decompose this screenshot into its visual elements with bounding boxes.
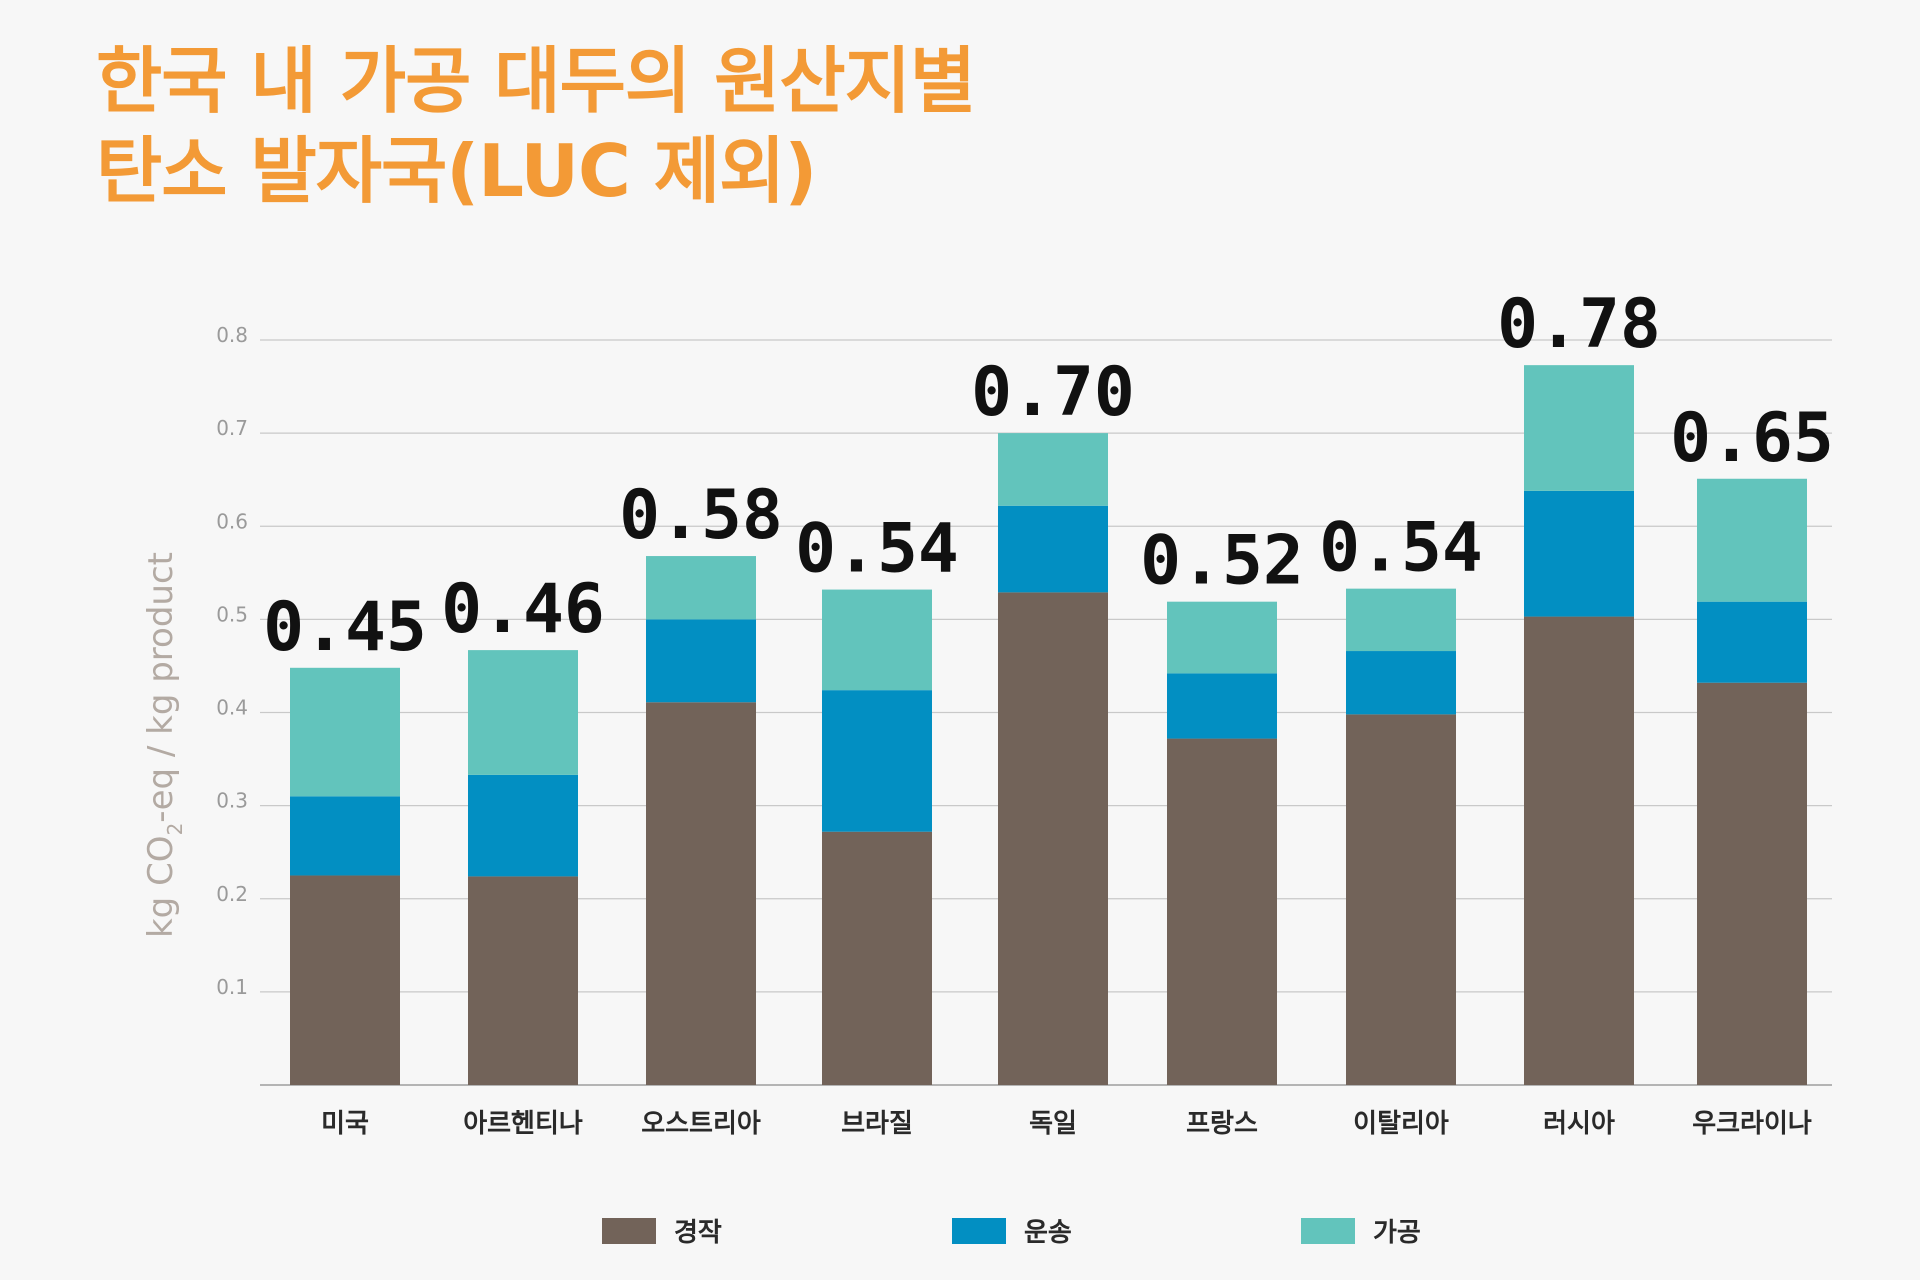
chart-title-line-2: 탄소 발자국(LUC 제외) bbox=[96, 129, 817, 213]
y-axis-label: kg CO2-eq / kg product bbox=[141, 552, 187, 938]
x-tick-label: 브라질 bbox=[841, 1109, 913, 1139]
x-tick-label: 프랑스 bbox=[1186, 1109, 1258, 1139]
x-tick-label: 이탈리아 bbox=[1353, 1109, 1449, 1139]
legend-label: 가공 bbox=[1373, 1218, 1421, 1248]
total-label: 0.52 bbox=[1140, 522, 1304, 601]
legend-item: 운송 bbox=[952, 1212, 1072, 1249]
legend-swatch bbox=[1301, 1217, 1355, 1244]
x-tick-label: 미국 bbox=[321, 1109, 369, 1139]
y-tick-label: 0.1 bbox=[216, 975, 248, 999]
x-tick-label: 독일 bbox=[1029, 1109, 1077, 1139]
bar-segment bbox=[1346, 714, 1456, 1085]
bar-stack bbox=[468, 650, 578, 1085]
legend-swatch bbox=[952, 1217, 1006, 1244]
legend-swatch bbox=[602, 1217, 656, 1244]
y-tick-label: 0.5 bbox=[216, 602, 248, 626]
bar-segment bbox=[646, 556, 756, 620]
bar-segment bbox=[1346, 588, 1456, 652]
bar-segment bbox=[646, 702, 756, 1085]
legend: 경작 운송 가공 bbox=[0, 1212, 1920, 1248]
bar-stack bbox=[290, 667, 400, 1085]
total-label: 0.54 bbox=[795, 510, 959, 589]
bar-segment bbox=[1524, 365, 1634, 491]
y-tick-label: 0.3 bbox=[216, 789, 248, 813]
bar-segment bbox=[646, 619, 756, 703]
y-tick-label: 0.7 bbox=[216, 416, 248, 440]
bar-segment bbox=[1167, 738, 1277, 1085]
total-label: 0.46 bbox=[441, 570, 605, 649]
bar-stack bbox=[1167, 601, 1277, 1085]
bar-stack bbox=[822, 589, 932, 1085]
bar-segment bbox=[1524, 490, 1634, 617]
bar-segment bbox=[822, 831, 932, 1085]
y-axis-ticks: 0.1 0.2 0.3 0.4 0.5 0.6 0.7 0.8 bbox=[216, 323, 248, 999]
total-label: 0.78 bbox=[1497, 285, 1661, 364]
x-tick-label: 아르헨티나 bbox=[463, 1109, 583, 1139]
bar-stack bbox=[1346, 588, 1456, 1085]
bar-segment bbox=[1697, 478, 1807, 602]
bar-segment bbox=[1346, 651, 1456, 715]
legend-item: 가공 bbox=[1301, 1212, 1421, 1249]
chart-title-line-1: 한국 내 가공 대두의 원산지별 bbox=[96, 39, 976, 123]
x-tick-label: 러시아 bbox=[1543, 1109, 1615, 1139]
bar-segment bbox=[1697, 682, 1807, 1085]
total-label: 0.45 bbox=[263, 588, 427, 667]
total-labels: 0.45 0.460.58 0.540.700.52 0.540.780.65 bbox=[263, 285, 1834, 667]
bar-stack bbox=[646, 556, 756, 1085]
legend-label: 운송 bbox=[1024, 1218, 1072, 1248]
legend-label: 경작 bbox=[674, 1218, 722, 1248]
total-label: 0.70 bbox=[971, 353, 1135, 432]
x-axis-labels: 미국 아르헨티나 오스트리아 브라질 독일 프랑스 이탈리아 러시아 우크라이나 bbox=[321, 1109, 1812, 1139]
bar-stack bbox=[1697, 478, 1807, 1085]
bar-segment bbox=[468, 774, 578, 877]
y-tick-label: 0.4 bbox=[216, 696, 248, 720]
bar-segment bbox=[1167, 601, 1277, 674]
x-tick-label: 오스트리아 bbox=[641, 1109, 761, 1139]
bar-segment bbox=[290, 796, 400, 876]
chart-title: 한국 내 가공 대두의 원산지별 탄소 발자국(LUC 제외) bbox=[96, 36, 976, 216]
bars bbox=[290, 365, 1807, 1085]
bar-segment bbox=[998, 433, 1108, 506]
bar-segment bbox=[468, 650, 578, 775]
bar-segment bbox=[1697, 601, 1807, 683]
total-label: 0.58 bbox=[619, 476, 783, 555]
bar-stack bbox=[1524, 365, 1634, 1085]
total-label: 0.54 bbox=[1319, 509, 1483, 588]
y-tick-label: 0.6 bbox=[216, 509, 248, 533]
bar-stack bbox=[998, 433, 1108, 1085]
x-tick-label: 우크라이나 bbox=[1692, 1109, 1812, 1139]
total-label: 0.65 bbox=[1670, 399, 1834, 478]
bar-segment bbox=[1167, 673, 1277, 739]
bar-segment bbox=[998, 592, 1108, 1085]
bar-segment bbox=[468, 876, 578, 1085]
bar-segment bbox=[998, 505, 1108, 593]
bar-segment bbox=[1524, 616, 1634, 1085]
bar-segment bbox=[822, 589, 932, 691]
stacked-bar-chart: 0.10.20.30.40.50.60.70.8 0.45 0.460.58 0.5… bbox=[141, 285, 1834, 1139]
y-tick-label: 0.8 bbox=[216, 323, 248, 347]
bar-segment bbox=[822, 690, 932, 832]
bar-segment bbox=[290, 875, 400, 1085]
legend-item: 경작 bbox=[602, 1212, 722, 1249]
y-tick-label: 0.2 bbox=[216, 882, 248, 906]
bar-segment bbox=[290, 667, 400, 797]
